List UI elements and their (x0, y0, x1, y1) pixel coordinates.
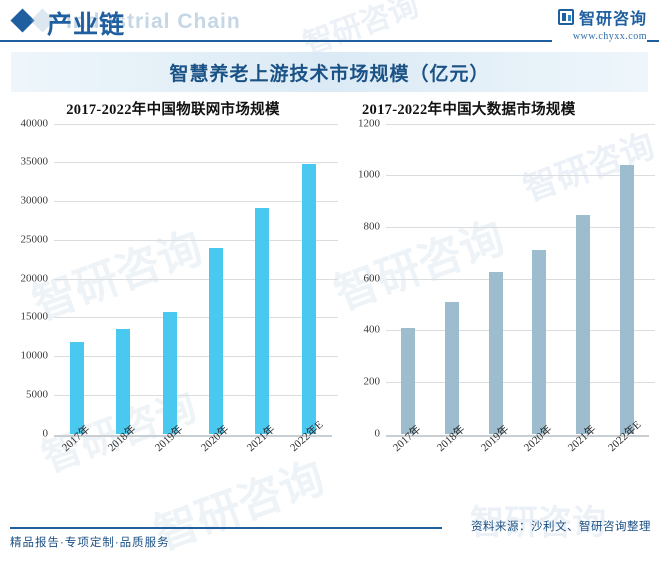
header-title-cn: 产业链 (47, 12, 126, 39)
brand-name: 智研咨询 (578, 11, 647, 28)
y-axis-tick-label: 200 (363, 375, 381, 388)
y-axis-tick-label: 35000 (20, 155, 49, 168)
gridline (54, 123, 338, 125)
x-label-slot: 2020年 (193, 423, 239, 499)
x-label-slot: 2017年 (54, 423, 100, 499)
y-axis-tick-label: 10000 (20, 349, 49, 362)
brand-url[interactable]: www.chyxx.com (572, 31, 647, 42)
chart-panel-iot: 2017-2022年中国物联网市场规模 40000 35000 30000 25000… (8, 100, 338, 454)
bar-2022年E[interactable] (301, 164, 316, 434)
bar-slot (474, 124, 518, 434)
page-title: 智慧养老上游技术市场规模（亿元） (169, 63, 490, 85)
gridline (54, 356, 338, 357)
bar-slot (605, 124, 649, 434)
bar-2020年[interactable] (209, 248, 224, 434)
x-label-slot: 2019年 (147, 423, 193, 499)
y-axis-tick-label: 30000 (20, 194, 49, 207)
gridline (54, 201, 338, 202)
y-axis-tick-label: 25000 (20, 233, 49, 246)
chart-bars (386, 124, 649, 434)
chart-bars (54, 124, 332, 434)
bar-slot (100, 124, 146, 434)
y-axis-tick-label: 400 (363, 323, 381, 336)
gridline (54, 317, 338, 319)
header-title-en: Industrial Chain (66, 10, 241, 33)
y-axis-tick-label: 800 (363, 220, 381, 233)
page-header: Industrial Chain 产业链 智研咨询 www.chyxx.com (0, 0, 659, 42)
footer-tagline: 精品报告·专项定制·品质服务 (10, 537, 170, 549)
chart-plot-area: 1200 1000 800 600 400 200 0 2017年 2018年 2019年 202… (340, 118, 655, 454)
bar-2018年[interactable] (444, 301, 459, 434)
y-axis-tick-label: 5000 (26, 388, 48, 401)
bar-2019年[interactable] (488, 272, 503, 434)
x-label-slot: 2018年 (100, 423, 146, 499)
chart-x-axis (386, 435, 649, 437)
chart-panel-bigdata: 2017-2022年中国大数据市场规模 1200 1000 800 600 400 200… (340, 100, 655, 454)
bar-2021年[interactable] (255, 207, 270, 434)
bar-2018年[interactable] (116, 329, 131, 434)
bar-slot (286, 124, 332, 434)
gridline (54, 239, 338, 241)
y-axis-tick-label: 1200 (358, 117, 380, 129)
footer-divider (10, 527, 442, 529)
bar-slot (239, 124, 285, 434)
y-axis-tick-label: 0 (374, 427, 381, 439)
bar-2019年[interactable] (162, 312, 177, 434)
x-label-slot: 2021年 (239, 423, 285, 499)
x-label-slot: 2019年 (474, 423, 518, 499)
brand-logo[interactable]: 智研咨询 www.chyxx.com (551, 5, 647, 42)
bar-2017年[interactable] (70, 342, 85, 434)
chart-title: 2017-2022年中国物联网市场规模 (66, 102, 280, 118)
chyxx-logo-icon (557, 9, 574, 25)
gridline (386, 175, 655, 177)
gridline (54, 278, 338, 280)
bar-slot (517, 124, 561, 434)
chart-x-labels: 2017年 2018年 2019年 2020年 2021年 2022年E (386, 419, 649, 499)
gridline (54, 394, 338, 396)
y-axis-tick-label: 600 (363, 272, 381, 284)
x-label-slot: 2021年 (561, 423, 605, 499)
chart-x-axis (54, 435, 332, 437)
bar-slot (561, 124, 605, 434)
chart-plot-area: 40000 35000 30000 25000 20000 15000 10000 5000 0… (8, 118, 338, 454)
gridline (386, 123, 655, 125)
y-axis-tick-label: 15000 (20, 310, 49, 323)
y-axis-tick-label: 0 (42, 427, 49, 439)
bar-slot (386, 124, 430, 434)
x-label-slot: 2020年 (517, 423, 561, 499)
y-axis-tick-label: 40000 (20, 117, 49, 129)
bar-2020年[interactable] (532, 249, 547, 434)
bar-2017年[interactable] (400, 328, 415, 434)
bar-slot (430, 124, 474, 434)
section-title-banner: 智慧养老上游技术市场规模（亿元） (11, 52, 648, 92)
y-axis-tick-label: 20000 (20, 272, 49, 284)
gridline (386, 226, 655, 228)
charts-container: 2017-2022年中国物联网市场规模 40000 35000 30000 25000… (0, 100, 659, 500)
x-label-slot: 2018年 (430, 423, 474, 499)
bar-slot (147, 124, 193, 434)
x-label-slot: 2017年 (386, 423, 430, 499)
gridline (54, 162, 338, 164)
bar-2021年[interactable] (576, 214, 591, 434)
x-label-slot: 2022年E (286, 419, 332, 499)
gridline (386, 278, 655, 280)
bar-slot (193, 124, 239, 434)
y-axis-tick-label: 1000 (358, 168, 380, 181)
x-label-slot: 2022年E (605, 419, 649, 499)
bar-slot (54, 124, 100, 434)
gridline (386, 330, 655, 332)
footer-source: 资料来源：沙利文、智研咨询整理 (471, 521, 651, 533)
header-divider (0, 40, 659, 42)
bar-2022年E[interactable] (620, 164, 635, 434)
chart-title: 2017-2022年中国大数据市场规模 (362, 102, 576, 118)
chart-x-labels: 2017年 2018年 2019年 2020年 2021年 2022年E (54, 419, 332, 499)
gridline (386, 381, 655, 383)
